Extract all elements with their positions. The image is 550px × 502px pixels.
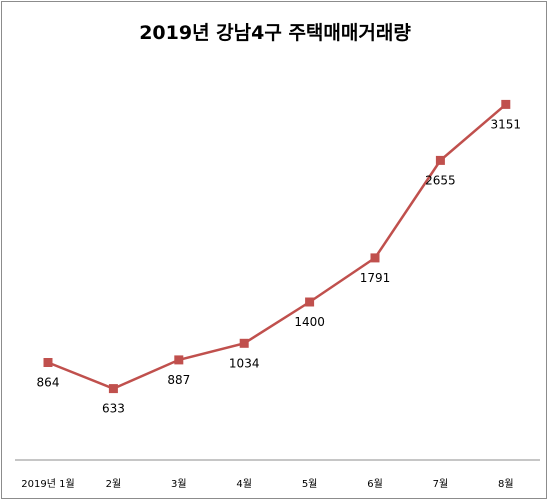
data-label: 1400 <box>294 315 325 329</box>
data-label: 864 <box>37 376 60 390</box>
data-point-marker <box>174 355 184 365</box>
x-tick-label: 3월 <box>171 478 187 490</box>
data-point-marker <box>43 358 53 367</box>
data-label: 3151 <box>491 117 522 131</box>
x-tick-label: 8월 <box>498 478 514 490</box>
data-label: 633 <box>102 402 125 416</box>
x-tick-label: 5월 <box>302 478 318 490</box>
data-point-marker <box>370 253 380 263</box>
series-line <box>47 103 507 390</box>
data-point-marker <box>501 99 511 109</box>
x-tick-label: 2월 <box>106 478 122 490</box>
chart-title: 2019년 강남4구 주택매매거래량 <box>139 22 411 44</box>
data-label: 1034 <box>229 356 260 370</box>
data-label: 1791 <box>360 271 391 285</box>
x-tick-label: 4월 <box>236 478 252 490</box>
data-point-marker <box>239 338 249 348</box>
data-point-marker <box>108 384 118 394</box>
data-point-marker <box>305 297 315 307</box>
data-point-marker <box>435 155 445 165</box>
x-tick-label: 7월 <box>433 478 449 490</box>
data-label: 887 <box>167 373 190 387</box>
x-tick-label: 2019년 1월 <box>21 478 74 490</box>
x-tick-label: 6월 <box>367 478 383 490</box>
data-label: 2655 <box>425 173 456 187</box>
